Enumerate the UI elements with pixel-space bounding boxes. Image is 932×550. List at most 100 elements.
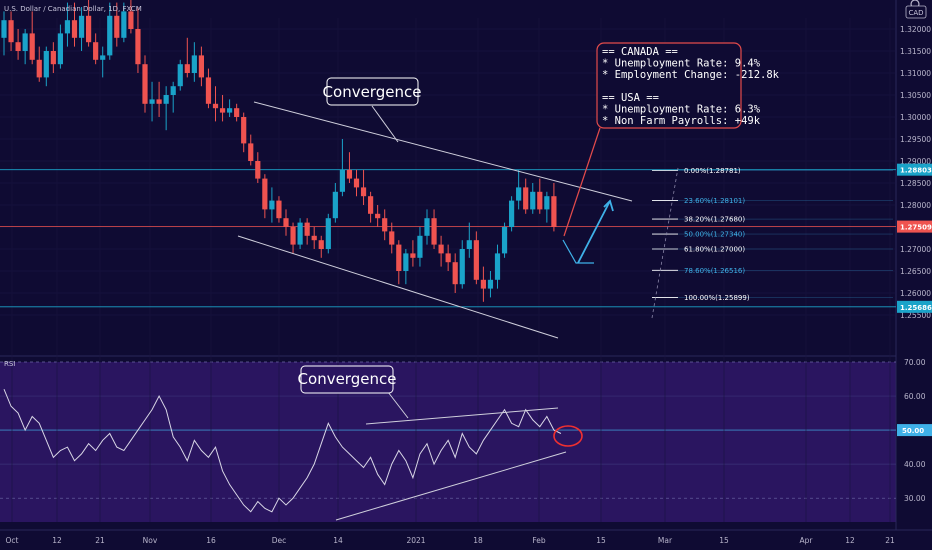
convergence-price-pointer (371, 105, 399, 143)
rsi-label[interactable]: RSI (4, 360, 15, 368)
callout-line (602, 81, 608, 93)
candle-body (537, 191, 543, 210)
time-tick-label: 18 (473, 536, 483, 545)
candle-body (417, 235, 423, 258)
time-tick-label: 12 (845, 536, 855, 545)
candle-body (544, 196, 550, 210)
candle-body (50, 51, 56, 65)
callout-line: * Unemployment Rate: 6.3% (602, 104, 761, 116)
fibonacci-retracement: 0.00%(1.28781) 23.60%(1.28101) 38.20%(1.27… (652, 167, 893, 302)
candle-body (57, 33, 63, 65)
candle-body (156, 99, 162, 104)
time-tick-label: Mar (658, 536, 673, 545)
candle-body (205, 77, 212, 104)
candle-body (184, 64, 190, 73)
candle-body (297, 222, 303, 245)
rsi-line (3, 389, 562, 513)
price-tick-label: 1.30500 (900, 91, 931, 100)
fib-dashed-diagonal (651, 167, 679, 319)
convergence-price-box: Convergence (323, 77, 421, 106)
candle-body (15, 42, 21, 51)
upper-trendline (253, 101, 633, 202)
candle-body (219, 108, 226, 113)
candle-body (86, 15, 92, 43)
rsi-tick-label: 60.00 (904, 392, 926, 401)
projection-arrow (577, 200, 611, 264)
candle-body (551, 196, 557, 227)
callout-line: * Employment Change: -212.8k (602, 69, 780, 81)
symbol-title[interactable]: U.S. Dollar / Canadian Dollar, 1D, FXCM (4, 5, 142, 13)
candle-body (382, 218, 388, 232)
candle-body (494, 253, 501, 280)
candle-body (459, 249, 465, 285)
candle-body (114, 15, 120, 38)
time-tick-label: Apr (800, 536, 814, 545)
rsi-series (3, 389, 562, 513)
time-tick-label: 15 (596, 536, 606, 545)
candle-body (64, 20, 71, 34)
candle-body (403, 253, 409, 271)
convergence-rsi-label: Convergence (298, 370, 397, 388)
price-tag (897, 163, 932, 176)
candle-body (424, 218, 430, 236)
candle-body (149, 99, 155, 104)
price-tick-label: 1.28000 (900, 201, 931, 210)
candle-body (445, 253, 451, 263)
price-tick-label: 1.25500 (900, 311, 931, 320)
candle-body (269, 200, 275, 210)
fib-level-label: 100.00%(1.25899) (684, 294, 750, 302)
fib-level-label: 23.60%(1.28101) (684, 197, 745, 205)
candle-body (121, 11, 127, 38)
candle-body (262, 178, 268, 210)
price-tick-label: 1.32000 (900, 25, 931, 34)
callout-line: * Non Farm Payrolls: +49k (602, 115, 761, 127)
time-tick-label: 21 (95, 536, 105, 545)
price-tag-label: 1.27509 (900, 224, 932, 232)
fib-level-label: 50.00%(1.27340) (684, 231, 745, 239)
currency-button[interactable]: CAD (905, 5, 927, 19)
candle-body (241, 117, 247, 144)
candle-body (135, 29, 141, 65)
candle-body (234, 108, 240, 117)
time-tick-label: Dec (272, 536, 287, 545)
candle-body (248, 143, 254, 161)
price-tick-label: 1.28500 (900, 179, 931, 188)
candle-body (523, 187, 529, 210)
time-tick-label: 12 (52, 536, 62, 545)
rsi-value-tag (897, 424, 932, 437)
price-tick-label: 1.29500 (900, 135, 931, 144)
time-tick-label: Oct (6, 536, 19, 545)
rsi-tick-label: 70.00 (904, 358, 926, 367)
fib-level-label: 0.00%(1.28781) (684, 167, 741, 175)
candle-body (410, 253, 416, 258)
rsi-value-tag-label: 50.00 (902, 427, 924, 435)
candle-body (360, 187, 367, 197)
price-tick-label: 1.27000 (900, 245, 931, 254)
projection-drop-line (562, 239, 594, 264)
time-tick-label: 15 (719, 536, 729, 545)
candle-body (325, 218, 331, 249)
price-tick-label: 1.31500 (900, 47, 931, 56)
callout-line: * Unemployment Rate: 9.4% (602, 58, 761, 70)
rsi-tick-label: 40.00 (904, 460, 926, 469)
rsi-tick-label: 30.00 (904, 494, 926, 503)
candle-body (71, 20, 78, 38)
candle-body (452, 262, 458, 285)
candle-body (516, 187, 522, 201)
candle-body (128, 11, 134, 29)
rsi-pane-background (0, 362, 896, 522)
candle-body (487, 279, 494, 289)
candle-body (375, 213, 381, 219)
candle-body (22, 33, 28, 51)
price-tag-label: 1.28803 (900, 167, 932, 175)
candle-body (346, 169, 353, 179)
axis-labels: 1.32000 1.31500 1.31000 1.30500 1.30000 1.295… (6, 25, 932, 545)
candle-body (177, 64, 183, 87)
time-tick-label: 2021 (406, 536, 425, 545)
price-tick-label: 1.30000 (900, 113, 931, 122)
candle-body (107, 15, 113, 56)
candle-body (389, 231, 395, 245)
rsi-upper-trendline (365, 407, 559, 425)
candle-body (198, 55, 204, 78)
